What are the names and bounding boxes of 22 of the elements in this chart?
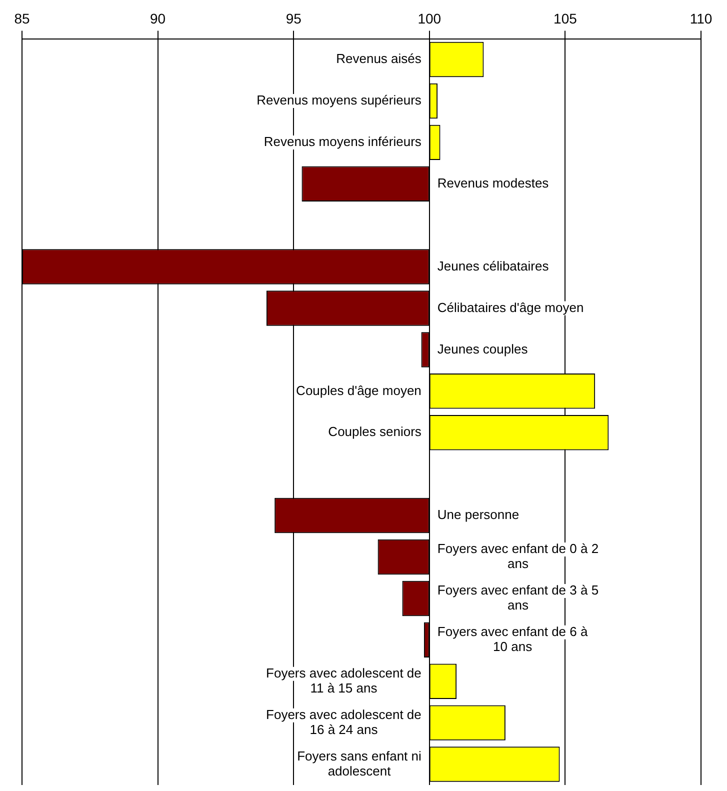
x-tick-label: 90 [150,10,166,26]
y-tick-label: Foyers sans enfant ni adolescent [297,748,422,778]
y-tick-label: Célibataires d'âge moyen [437,300,584,315]
y-tick-label: Revenus moyens supérieurs [256,92,422,108]
y-tick-label: Foyers avec enfant de 0 à 2 ans [437,541,599,572]
y-tick-label: Revenus modestes [437,175,550,190]
y-tick-label: Revenus moyens inférieurs [264,134,422,150]
y-tick-label: Jeunes célibataires [437,258,550,274]
y-tick-label: Revenus aisés [336,51,422,66]
y-tick-label: Foyers avec enfant de 3 à 5 ans [437,582,599,613]
x-tick-label: 95 [286,10,302,26]
y-tick-label: Foyers avec enfant de 6 à 10 ans [437,624,588,654]
x-tick-label: 85 [14,10,30,26]
y-tick-label: Foyers avec adolescent de 11 à 15 ans [266,665,422,696]
x-tick-label: 100 [418,10,442,26]
x-tick-label: 110 [690,10,712,26]
y-tick-label: Une personne [437,507,520,522]
x-tick-label: 105 [554,10,578,26]
y-tick-label: Jeunes couples [437,341,528,356]
y-tick-label: Couples seniors [328,424,422,440]
y-tick-label: Foyers avec adolescent de 16 à 24 ans [266,706,422,737]
y-tick-label: Couples d'âge moyen [296,382,422,398]
